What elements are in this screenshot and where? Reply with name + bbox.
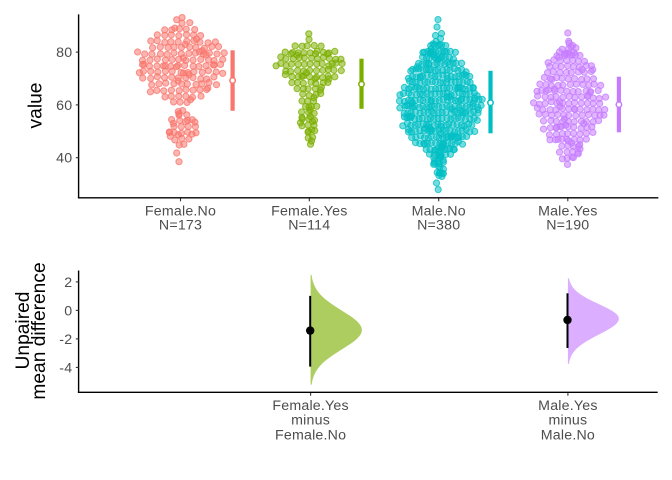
svg-text:N=380: N=380: [417, 218, 460, 234]
svg-text:Female.Yes: Female.Yes: [271, 203, 347, 219]
svg-text:value: value: [26, 83, 47, 129]
svg-text:-4: -4: [59, 360, 72, 376]
svg-text:minus: minus: [291, 412, 330, 428]
svg-text:N=190: N=190: [546, 218, 589, 234]
svg-text:Male.Yes: Male.Yes: [538, 398, 597, 414]
svg-text:2: 2: [64, 275, 72, 291]
svg-text:Male.No: Male.No: [541, 427, 595, 443]
svg-text:80: 80: [56, 45, 72, 61]
svg-text:N=173: N=173: [159, 218, 202, 234]
svg-text:minus: minus: [548, 412, 587, 428]
svg-text:40: 40: [56, 151, 72, 167]
svg-text:mean difference: mean difference: [29, 262, 50, 399]
svg-text:60: 60: [56, 98, 72, 114]
svg-text:Female.Yes: Female.Yes: [272, 398, 348, 414]
svg-text:Female.No: Female.No: [145, 203, 216, 219]
svg-text:Unpaired: Unpaired: [13, 292, 34, 370]
svg-text:N=114: N=114: [288, 218, 330, 234]
svg-text:Male.No: Male.No: [412, 203, 466, 219]
svg-text:0: 0: [64, 303, 72, 319]
svg-text:-2: -2: [59, 332, 72, 348]
svg-text:Male.Yes: Male.Yes: [538, 203, 597, 219]
svg-text:Female.No: Female.No: [275, 427, 346, 443]
